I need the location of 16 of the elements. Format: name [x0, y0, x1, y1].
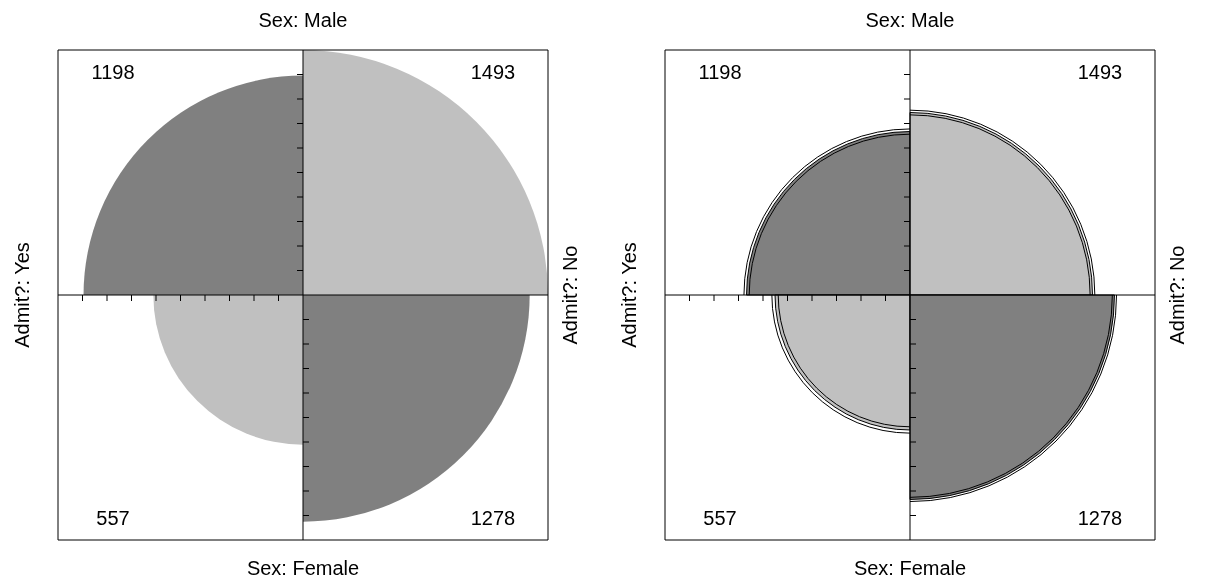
data-label: 1198: [91, 61, 135, 83]
text: Sex: Male: [258, 9, 348, 31]
text: Admit?: Yes: [618, 242, 640, 348]
data-label: 1493: [1077, 61, 1123, 83]
text: Admit?: No: [1166, 245, 1188, 345]
data-label: 557: [96, 507, 130, 529]
text: Admit?: Yes: [11, 242, 33, 348]
data-label: 1278: [470, 507, 516, 529]
text: Sex: Female: [246, 557, 360, 579]
data-label: 1278: [1077, 507, 1123, 529]
data-label: 1493: [470, 61, 516, 83]
text: Sex: Male: [865, 9, 955, 31]
data-label: 557: [703, 507, 737, 529]
data-label: 1198: [698, 61, 742, 83]
text: Admit?: No: [559, 245, 581, 345]
text: Sex: Female: [853, 557, 967, 579]
